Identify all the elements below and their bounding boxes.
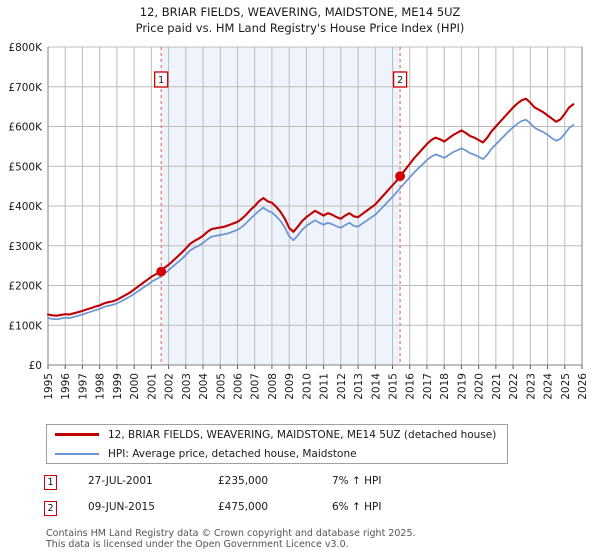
x-axis-tick-label: 2011 [319, 373, 331, 400]
x-axis-tick-label: 2012 [336, 373, 348, 400]
y-axis-tick-label: £800K [8, 42, 43, 54]
x-axis-tick-label: 2013 [353, 373, 365, 400]
x-axis-tick-label: 1997 [77, 373, 89, 400]
transaction-badge-1: 1 [44, 475, 57, 490]
x-axis-tick-label: 2024 [543, 373, 555, 400]
x-axis-tick-label: 2026 [577, 373, 589, 400]
marker-dot-2[interactable] [395, 171, 405, 182]
x-axis-tick-label: 2022 [508, 373, 520, 400]
x-axis-tick-label: 2010 [301, 373, 313, 400]
x-axis-tick-label: 2001 [146, 373, 158, 400]
transaction-hpi-delta-1: 7% ↑ HPI [332, 475, 382, 487]
transaction-hpi-delta-2: 6% ↑ HPI [332, 501, 382, 513]
x-axis-tick-label: 2018 [439, 373, 451, 400]
x-axis-tick-label: 2014 [370, 373, 382, 400]
footer-line-1: Contains HM Land Registry data © Crown c… [46, 528, 416, 539]
x-axis-tick-label: 2016 [405, 373, 417, 400]
transaction-list: 1 27-JUL-2001 £235,000 7% ↑ HPI 2 09-JUN… [44, 472, 514, 524]
x-axis-tick-label: 1995 [43, 373, 55, 400]
legend-item-hpi: HPI: Average price, detached house, Maid… [47, 444, 507, 463]
y-axis-tick-label: £700K [8, 82, 43, 94]
x-axis-tick-label: 2006 [232, 373, 244, 400]
transaction-price-2: £475,000 [218, 501, 269, 513]
legend-swatch-property [55, 433, 99, 436]
x-axis-tick-label: 2017 [422, 373, 434, 400]
x-axis-tick-label: 2021 [491, 373, 503, 400]
legend-label-property: 12, BRIAR FIELDS, WEAVERING, MAIDSTONE, … [108, 428, 497, 441]
table-row: 2 09-JUN-2015 £475,000 6% ↑ HPI [44, 498, 514, 524]
x-axis-tick-label: 2019 [456, 373, 468, 400]
transaction-badge-2: 2 [44, 501, 57, 516]
footer-line-2: This data is licensed under the Open Gov… [46, 539, 349, 550]
marker-badge-2[interactable] [392, 71, 408, 88]
x-axis-tick-label: 2020 [474, 373, 486, 400]
marker-badge-label-1: 1 [158, 75, 164, 86]
x-axis-tick-label: 2023 [525, 373, 537, 400]
legend-swatch-hpi [55, 452, 99, 455]
y-axis-tick-label: £100K [8, 320, 43, 332]
transaction-price-1: £235,000 [218, 475, 269, 487]
x-axis-tick-label: 2004 [198, 373, 210, 400]
price-history-chart: 1995 1996 1997 1998 1999 2000 2001 2002 2003 2004… [8, 42, 589, 400]
x-axis-tick-label: 2009 [284, 373, 296, 400]
y-axis-tick-label: £400K [8, 201, 43, 213]
y-axis-tick-label: £600K [8, 122, 43, 134]
x-axis-tick-label: 2007 [250, 373, 262, 400]
title-line-2: Price paid vs. HM Land Registry's House … [135, 21, 465, 35]
chart-legend: 12, BRIAR FIELDS, WEAVERING, MAIDSTONE, … [46, 424, 508, 464]
legend-item-property: 12, BRIAR FIELDS, WEAVERING, MAIDSTONE, … [47, 425, 507, 444]
y-axis-tick-label: £0 [29, 360, 42, 372]
x-axis-tick-label: 2008 [267, 373, 279, 400]
x-axis-tick-label: 2000 [129, 373, 141, 400]
x-axis-tick-label: 2025 [560, 373, 572, 400]
x-axis-tick-label: 1998 [95, 373, 107, 400]
y-axis-tick-label: £300K [8, 241, 43, 253]
series-line-property [46, 97, 575, 317]
x-axis-tick-label: 2003 [181, 373, 193, 400]
transaction-date-1: 27-JUL-2001 [88, 475, 153, 487]
legend-label-hpi: HPI: Average price, detached house, Maid… [108, 447, 357, 460]
x-axis-tick-label: 1996 [60, 373, 72, 400]
x-axis-tick-label: 2015 [388, 373, 400, 400]
title-line-1: 12, BRIAR FIELDS, WEAVERING, MAIDSTONE, … [139, 5, 461, 19]
y-axis-tick-label: £200K [8, 281, 43, 293]
marker-badge-label-2: 2 [397, 75, 403, 86]
series-line-hpi [47, 118, 575, 321]
transaction-date-2: 09-JUN-2015 [88, 501, 155, 513]
marker-dot-1[interactable] [156, 266, 167, 277]
y-axis-tick-label: £500K [8, 161, 43, 173]
marker-badge-1[interactable] [154, 71, 169, 88]
x-axis-tick-label: 2002 [164, 373, 176, 400]
footer-attribution: Contains HM Land Registry data © Crown c… [46, 528, 566, 550]
table-row: 1 27-JUL-2001 £235,000 7% ↑ HPI [44, 472, 514, 498]
x-axis-tick-label: 2005 [215, 373, 227, 400]
page-title: 12, BRIAR FIELDS, WEAVERING, MAIDSTONE, … [0, 4, 600, 36]
x-axis-tick-label: 1999 [112, 373, 124, 400]
